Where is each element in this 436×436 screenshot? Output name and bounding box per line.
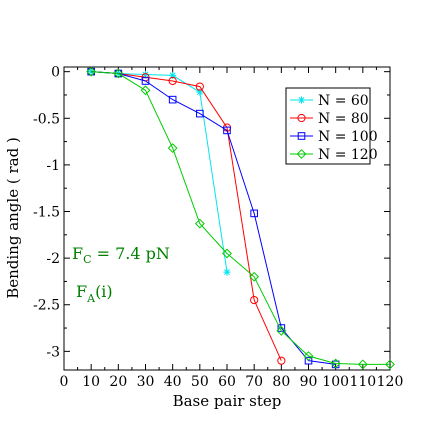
data-point	[297, 132, 306, 140]
x-axis-ticks: 0 10 20 30 40 50 60 70 80 90 100 110 120	[60, 67, 404, 390]
data-point	[194, 218, 205, 229]
force-annotation: FC = 7.4 pN	[72, 244, 170, 266]
data-point	[140, 85, 151, 96]
x-tick-label: 100	[322, 374, 349, 390]
x-tick-label: 90	[300, 374, 318, 390]
y-tick-label: -2	[46, 251, 60, 267]
legend: N = 60 N = 80 N = 100 N = 120	[285, 87, 378, 165]
legend-label: N = 60	[318, 93, 369, 109]
legend-label: N = 100	[318, 129, 378, 145]
data-point	[357, 359, 368, 370]
data-point	[223, 126, 231, 135]
data-point	[86, 66, 97, 77]
x-tick-label: 20	[109, 374, 127, 390]
x-tick-label: 60	[218, 374, 236, 390]
y-axis-ticks: 0 -0.5 -1 -1.5 -2 -2.5 -3	[33, 65, 390, 360]
x-tick-label: 70	[245, 374, 263, 390]
y-tick-label: -1.5	[33, 205, 60, 221]
data-point	[113, 68, 124, 79]
data-point	[168, 76, 177, 86]
series-line	[91, 71, 228, 273]
y-axis-label: Bending angle ( rad )	[4, 137, 22, 299]
y-tick-label: 0	[51, 65, 60, 81]
x-tick-label: 120	[377, 374, 404, 390]
y-tick-label: -3	[46, 344, 60, 360]
y-tick-label: -0.5	[33, 111, 60, 127]
x-tick-label: 110	[349, 374, 376, 390]
data-point	[277, 356, 286, 365]
data-point	[304, 356, 313, 365]
data-point	[297, 113, 306, 123]
fa-annotation: FA(i)	[76, 282, 113, 305]
legend-label: N = 80	[318, 111, 369, 127]
x-axis-label: Base pair step	[173, 392, 282, 410]
data-point	[276, 325, 287, 336]
series-line	[91, 71, 336, 365]
data-point	[385, 359, 395, 370]
data-point	[249, 271, 260, 282]
x-tick-label: 30	[137, 374, 155, 390]
x-tick-label: 0	[60, 374, 69, 390]
data-point	[296, 149, 307, 159]
series-line	[91, 71, 282, 361]
legend-label: N = 120	[318, 147, 378, 163]
data-point	[195, 82, 204, 91]
data-point	[141, 70, 150, 79]
data-point	[303, 351, 314, 361]
data-point	[250, 209, 258, 218]
data-point	[167, 143, 178, 154]
data-point	[196, 109, 204, 118]
data-point	[141, 77, 150, 85]
data-point	[330, 358, 341, 369]
data-point	[250, 295, 259, 305]
data-point	[297, 96, 306, 104]
series-n-120	[86, 66, 395, 370]
data-point	[169, 71, 177, 79]
y-tick-label: -2.5	[33, 298, 60, 314]
x-tick-label: 50	[191, 374, 209, 390]
data-point	[222, 248, 232, 259]
series-layer	[86, 66, 395, 370]
data-point	[168, 95, 177, 104]
y-tick-label: -1	[46, 158, 60, 174]
x-tick-label: 80	[272, 374, 290, 390]
x-tick-label: 40	[164, 374, 182, 390]
data-point	[223, 268, 231, 276]
data-point	[196, 88, 204, 96]
x-tick-label: 10	[82, 374, 100, 390]
